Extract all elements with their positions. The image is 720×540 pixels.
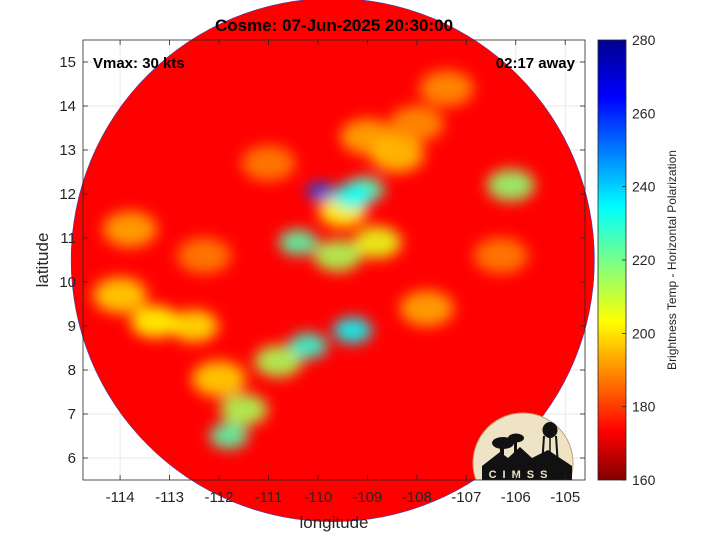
tb-feature [254,345,303,378]
y-tick-label: 15 [59,54,76,71]
x-tick-label: -110 [303,489,332,506]
x-tick-label: -107 [451,489,481,506]
tb-feature [313,239,362,272]
tb-feature [219,393,268,426]
colorbar-tick-label: 260 [632,105,656,121]
tb-feature [288,332,328,359]
tb-feature [419,70,474,107]
tb-feature [473,237,528,274]
y-tick-label: 10 [59,274,76,291]
x-tick-label: -106 [501,489,531,506]
tb-feature [389,105,444,142]
x-tick-label: -113 [155,489,184,506]
tb-feature [278,229,318,256]
logo-text: CIMSS [489,469,554,481]
x-axis-label: longitude [299,513,368,532]
colorbar-tick-label: 160 [632,472,656,488]
tb-feature [333,317,373,344]
y-tick-label: 12 [59,186,76,203]
y-tick-label: 13 [59,142,76,159]
tb-feature [399,290,454,327]
colorbar: 160 180 200 220 240 260 280 Brightness Temp - … [597,32,679,488]
tb-feature [93,277,148,314]
colorbar-tick-label: 220 [632,252,656,268]
tb-feature [177,237,232,274]
tb-feature [486,169,535,202]
y-tick-label: 7 [68,406,76,423]
y-tick-label: 11 [60,230,76,247]
colorbar-ticks: 160 180 200 220 240 260 280 [622,32,656,488]
x-tick-label: -112 [205,489,234,506]
colorbar-label: Brightness Temp - Horizontal Polarizatio… [665,150,679,370]
tb-feature [241,145,296,182]
x-tick-label: -111 [255,489,283,506]
tb-feature [102,211,157,248]
tb-feature [130,305,179,338]
tb-feature [209,423,249,449]
tb-feature [306,182,334,201]
y-tick-label: 8 [68,362,76,379]
x-tick-label: -105 [550,489,580,506]
distance-annotation: 02:17 away [496,55,576,72]
colorbar-tick-label: 240 [632,179,656,195]
colorbar-tick-label: 280 [632,32,656,48]
colorbar-tick-label: 180 [632,399,656,415]
y-tick-label: 9 [68,318,76,335]
tb-feature [353,226,402,259]
tb-feature [170,310,219,342]
x-tick-label: -114 [106,489,135,506]
y-tick-label: 6 [68,450,76,467]
tb-feature [333,183,373,210]
x-axis-ticks: -114 -113 -112 -111 -110 -109 -108 -107 -106 -105 [106,40,580,506]
cimss-logo: CIMSS [472,412,574,481]
colorbar-tick-label: 200 [632,325,656,341]
axes-box [82,39,586,481]
y-tick-label: 14 [59,98,76,115]
x-tick-label: -109 [352,489,382,506]
colorbar-gradient [597,39,627,481]
tb-feature [192,360,247,397]
chart-title: Cosme: 07-Jun-2025 20:30:00 [215,16,453,35]
tb-feature [370,136,425,173]
swath-outline [70,0,595,522]
vmax-annotation: Vmax: 30 kts [93,55,185,72]
brightness-temperature-swath [71,0,595,522]
x-tick-label: -108 [402,489,432,506]
y-axis-ticks: 6 7 8 9 10 11 12 13 14 15 [59,54,585,467]
y-axis-label: latitude [33,233,52,288]
